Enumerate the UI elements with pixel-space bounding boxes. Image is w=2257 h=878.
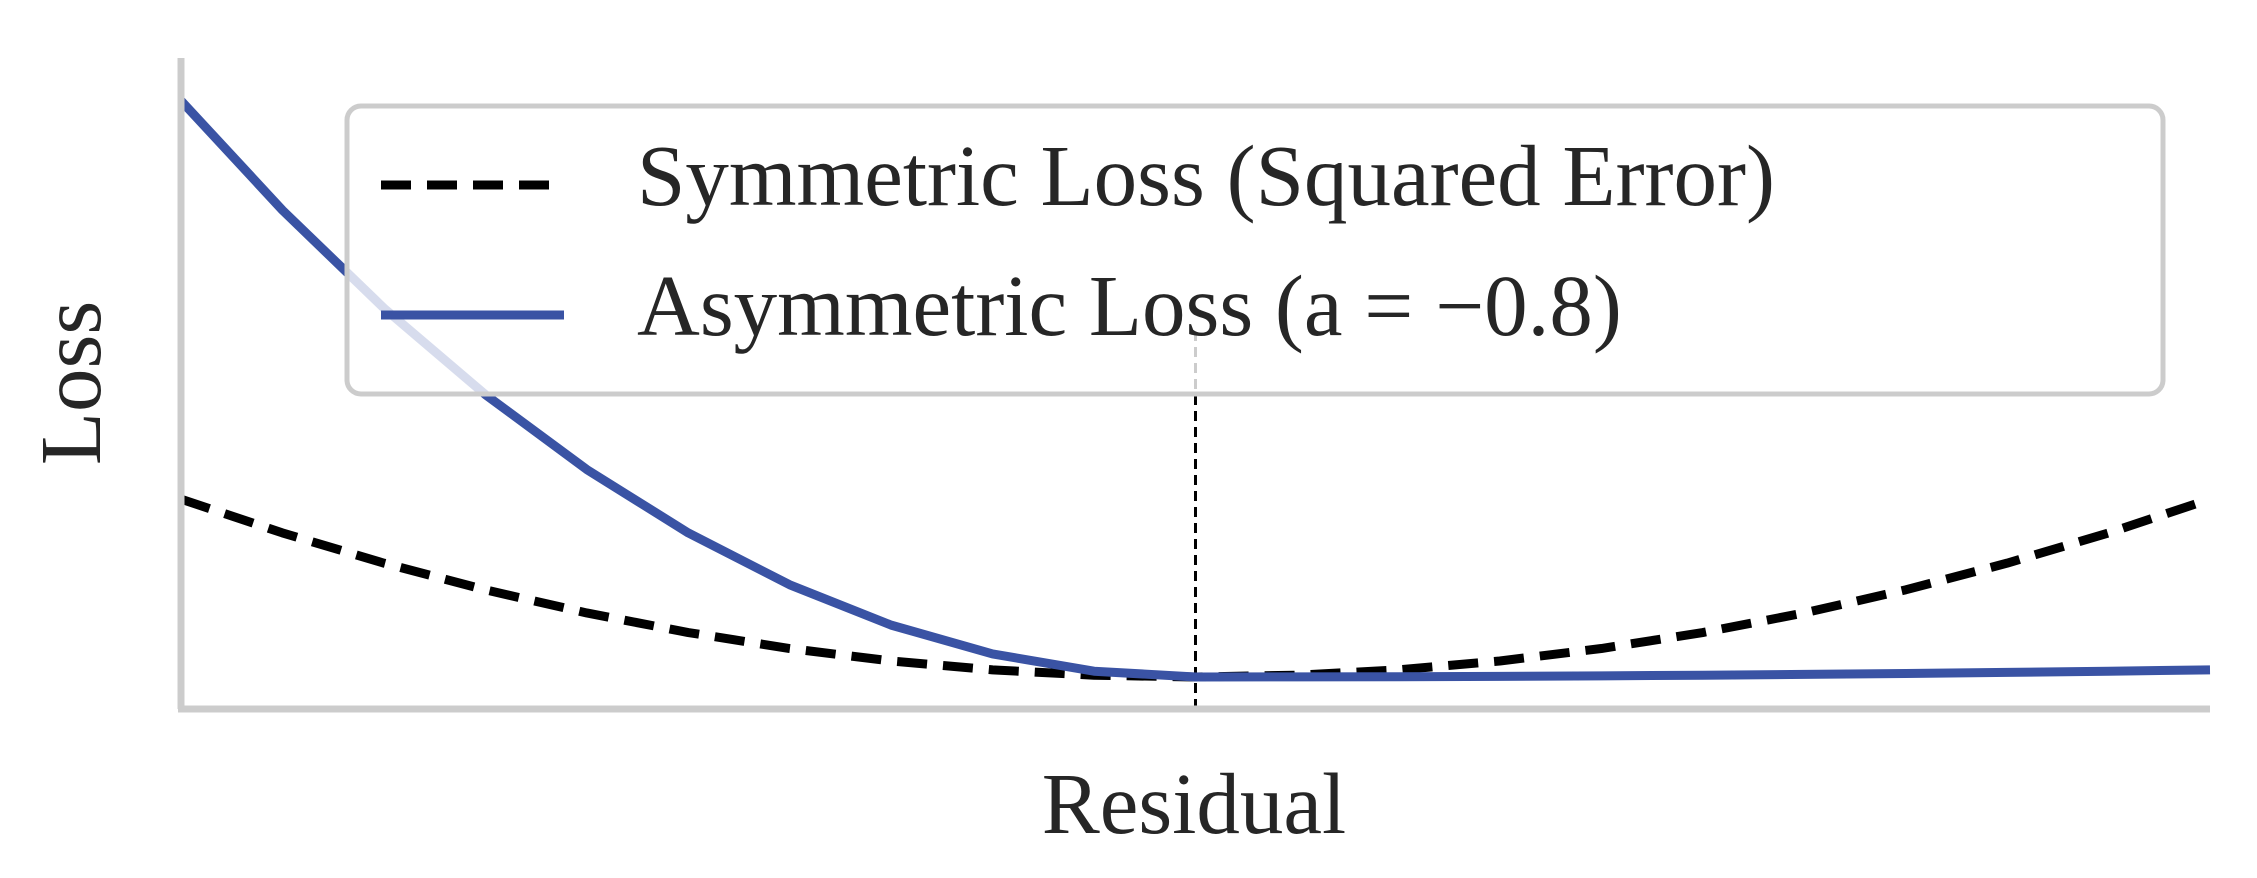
legend: Symmetric Loss (Squared Error) Asymmetric…	[344, 103, 2166, 397]
legend-label: Asymmetric Loss (a = −0.8)	[637, 257, 1622, 354]
legend-box	[344, 103, 2166, 397]
series-line	[177, 97, 2211, 682]
legend-label: Symmetric Loss (Squared Error)	[637, 127, 1775, 224]
x-axis-label: Residual	[1042, 755, 1346, 852]
y-axis-label: Loss	[22, 301, 119, 465]
